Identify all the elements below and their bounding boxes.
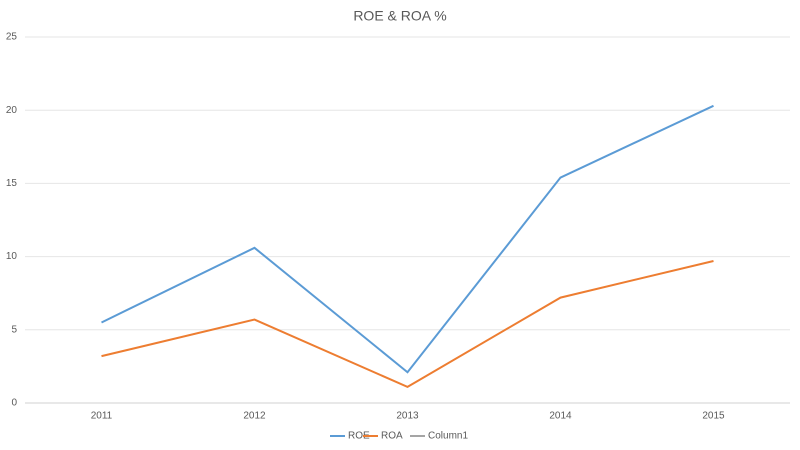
y-tick-label: 25 bbox=[6, 32, 18, 43]
x-tick-label: 2015 bbox=[702, 411, 725, 422]
chart-title: ROE & ROA % bbox=[353, 8, 446, 24]
x-tick-label: 2014 bbox=[549, 411, 572, 422]
legend-label: Column1 bbox=[428, 431, 468, 442]
legend-label: ROA bbox=[381, 431, 403, 442]
x-tick-label: 2012 bbox=[243, 411, 266, 422]
y-tick-label: 15 bbox=[6, 178, 18, 189]
y-tick-label: 5 bbox=[11, 324, 17, 335]
y-tick-label: 20 bbox=[6, 105, 18, 116]
y-tick-label: 10 bbox=[6, 251, 18, 262]
data-line bbox=[101, 104, 714, 374]
y-tick-label: 0 bbox=[11, 398, 17, 409]
legend-label: ROE bbox=[348, 431, 370, 442]
x-tick-label: 2011 bbox=[91, 411, 113, 422]
data-line bbox=[101, 260, 714, 389]
x-tick-label: 2013 bbox=[396, 411, 419, 422]
